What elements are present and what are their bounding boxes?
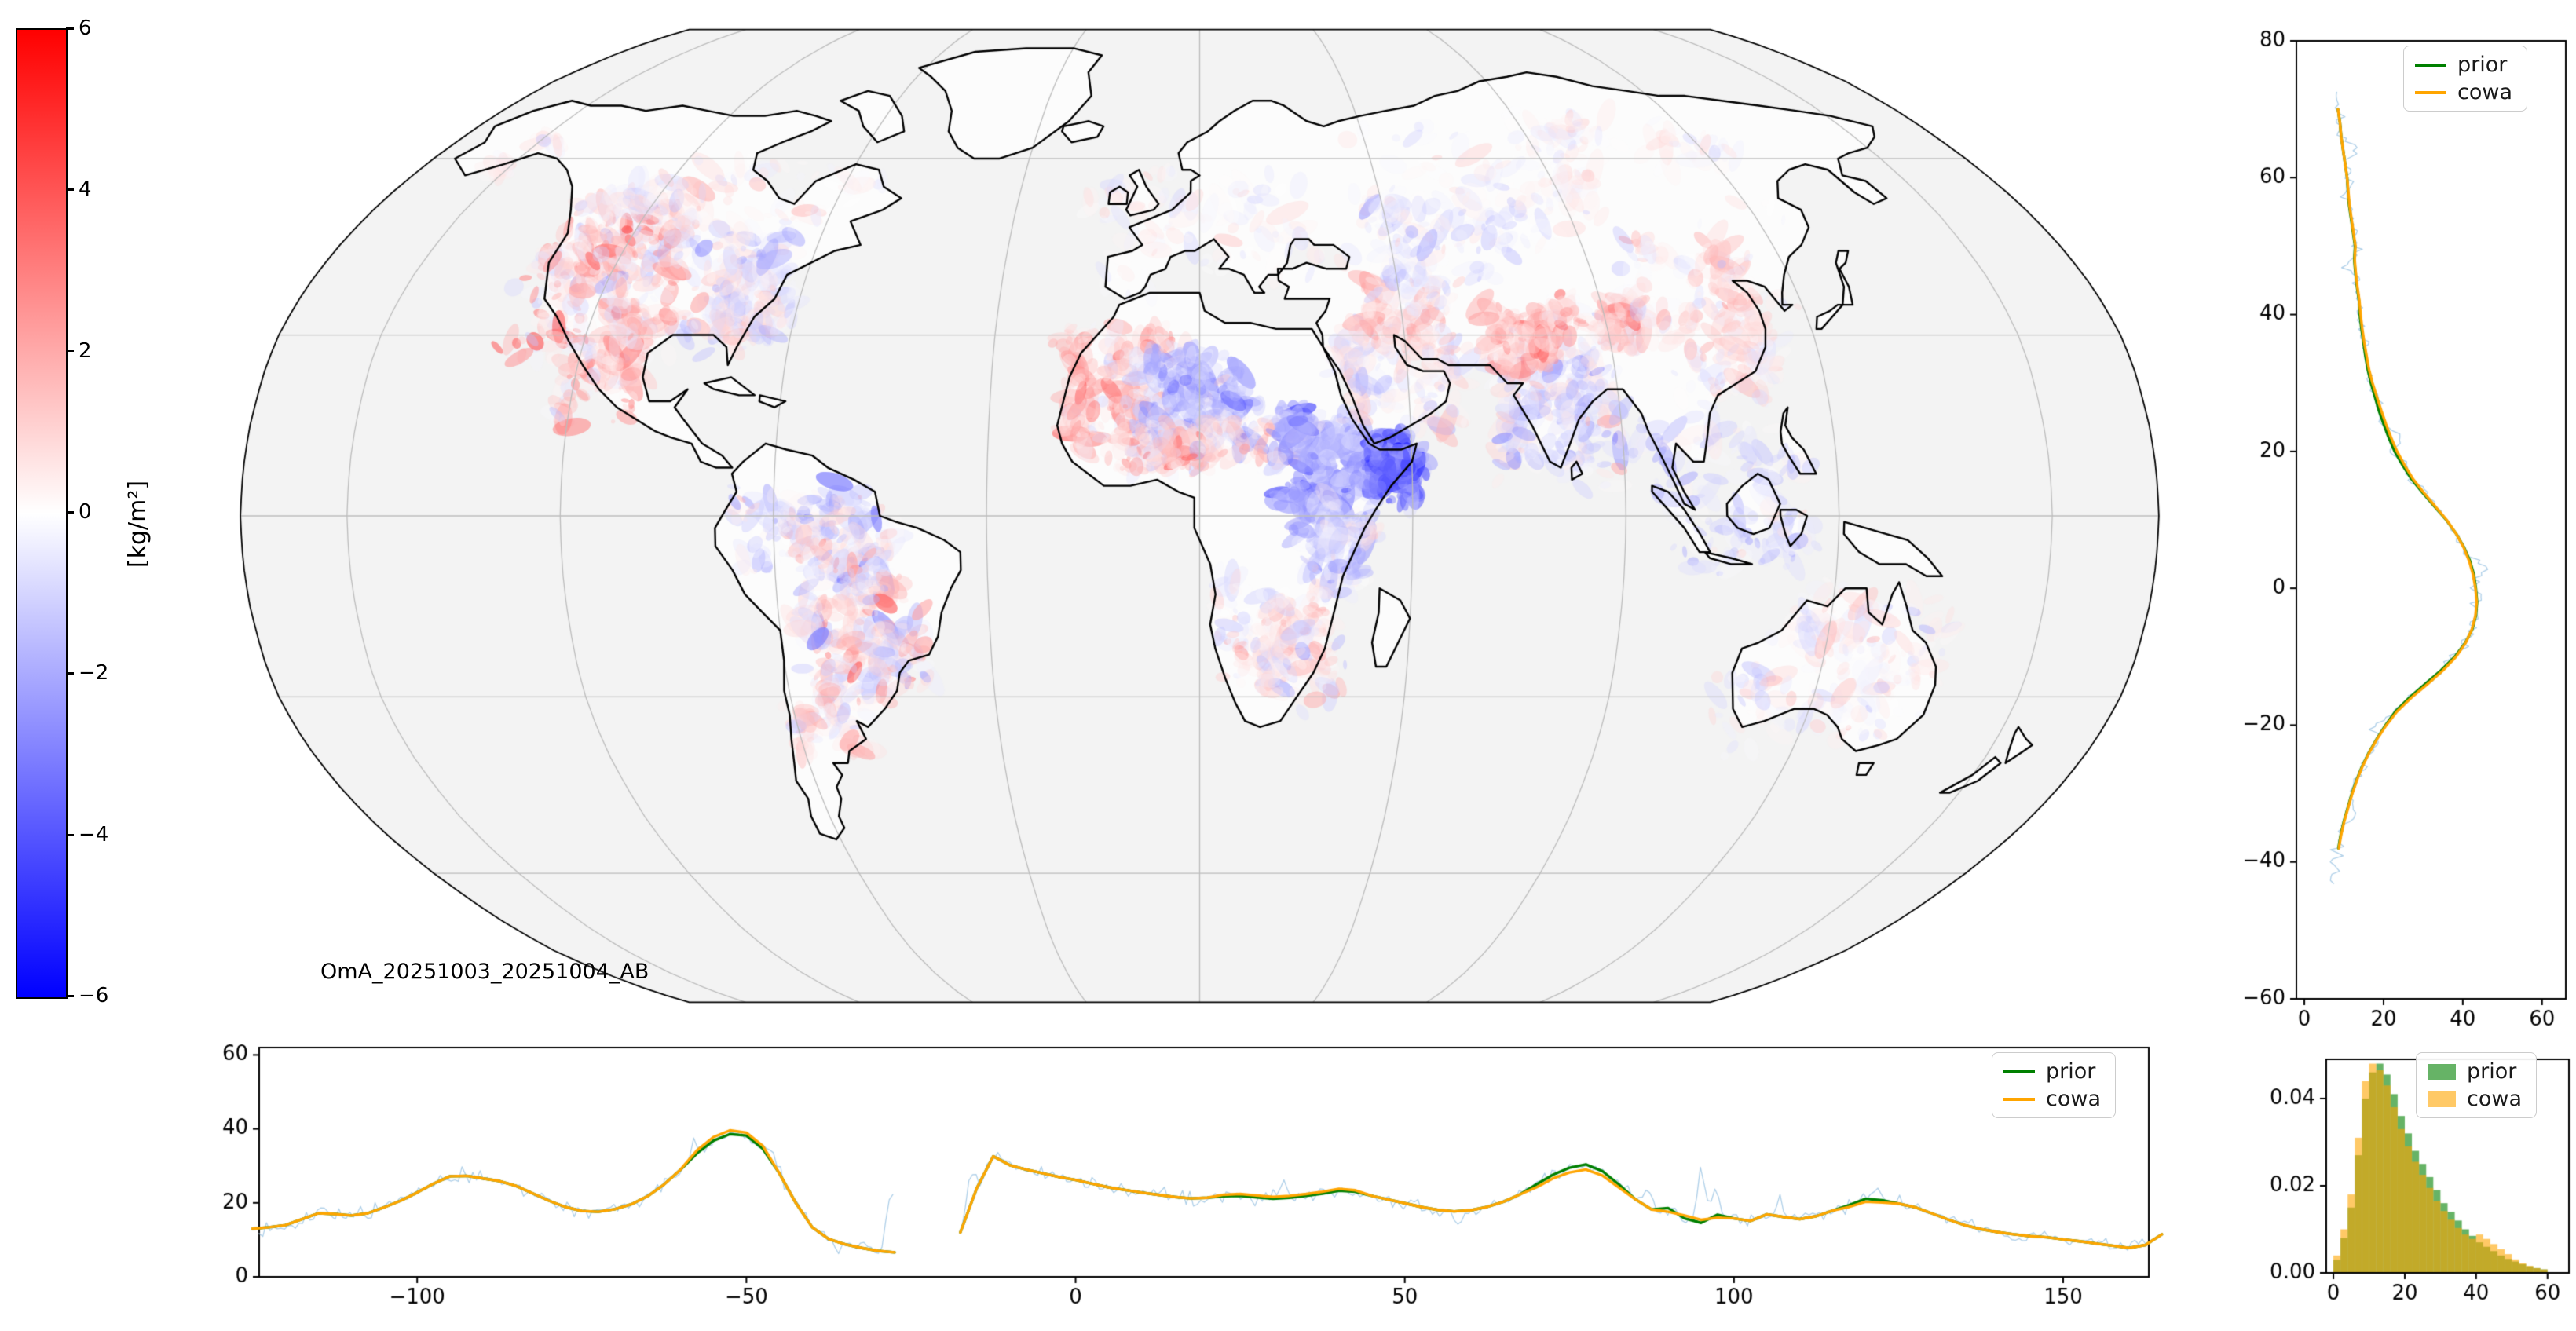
colorbar-tick-label: −2 — [79, 661, 109, 686]
latitude-profile-canvas — [2230, 16, 2573, 1044]
colorbar-tick-mark — [66, 833, 74, 836]
prior-label: prior — [2046, 1059, 2096, 1084]
colorbar-tick-label: −6 — [79, 984, 109, 1007]
prior-label: prior — [2467, 1059, 2517, 1084]
colorbar-tick-mark — [66, 672, 74, 675]
cowa-label: cowa — [2467, 1087, 2522, 1111]
cowa-label: cowa — [2457, 80, 2512, 104]
map-annotation: OmA_20251003_20251004_AB — [320, 960, 649, 984]
cowa-patch-swatch — [2428, 1091, 2456, 1107]
legend-entry-cowa: cowa — [2415, 82, 2512, 103]
colorbar-tick-label: 6 — [79, 16, 92, 40]
prior-label: prior — [2457, 53, 2508, 77]
prior-line-swatch — [2003, 1070, 2035, 1073]
prior-patch-swatch — [2428, 1063, 2456, 1080]
cowa-label: cowa — [2046, 1087, 2101, 1111]
cowa-line-swatch — [2415, 90, 2446, 94]
histogram-legend: prior cowa — [2416, 1052, 2537, 1118]
prior-line-swatch — [2415, 63, 2446, 67]
legend-entry-prior: prior — [2428, 1061, 2522, 1082]
colorbar-tick-mark — [66, 995, 74, 997]
colorbar-gradient — [16, 28, 68, 999]
colorbar-tick-mark — [66, 27, 74, 30]
world-map-canvas — [236, 9, 2164, 1022]
colorbar-tick-mark — [66, 511, 74, 514]
legend-entry-prior: prior — [2003, 1061, 2101, 1082]
legend-entry-cowa: cowa — [2003, 1088, 2101, 1110]
colorbar-tick-label: −4 — [79, 822, 109, 847]
colorbar-unit-label: [kg/m²] — [124, 480, 152, 569]
colorbar-tick-label: 0 — [79, 500, 92, 524]
legend-entry-prior: prior — [2415, 54, 2512, 75]
colorbar-tick-mark — [66, 349, 74, 353]
lat-profile-legend: prior cowa — [2403, 46, 2527, 112]
legend-entry-cowa: cowa — [2428, 1088, 2522, 1110]
cowa-line-swatch — [2003, 1097, 2035, 1101]
colorbar-tick-label: 2 — [79, 338, 92, 363]
longitude-profile-canvas — [204, 1040, 2168, 1331]
colorbar-tick-label: 4 — [79, 177, 92, 202]
colorbar-tick-mark — [66, 188, 74, 191]
lon-profile-legend: prior cowa — [1992, 1052, 2116, 1118]
